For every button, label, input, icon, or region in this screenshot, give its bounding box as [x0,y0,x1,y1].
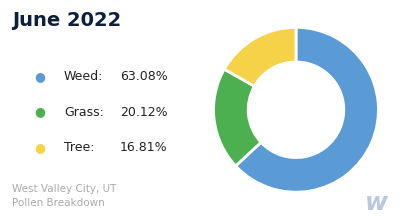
Text: 63.08%: 63.08% [120,70,168,83]
Text: 16.81%: 16.81% [120,141,168,154]
Text: ●: ● [34,141,46,154]
Wedge shape [214,69,261,166]
Wedge shape [236,27,378,192]
Text: w: w [365,191,388,215]
Text: 20.12%: 20.12% [120,106,168,118]
Text: ●: ● [34,106,46,118]
Text: West Valley City, UT
Pollen Breakdown: West Valley City, UT Pollen Breakdown [12,184,116,209]
Text: June 2022: June 2022 [12,11,121,30]
Text: ●: ● [34,70,46,83]
Text: Tree:: Tree: [64,141,94,154]
Text: Grass:: Grass: [64,106,104,118]
Wedge shape [224,27,296,86]
Text: Weed:: Weed: [64,70,103,83]
